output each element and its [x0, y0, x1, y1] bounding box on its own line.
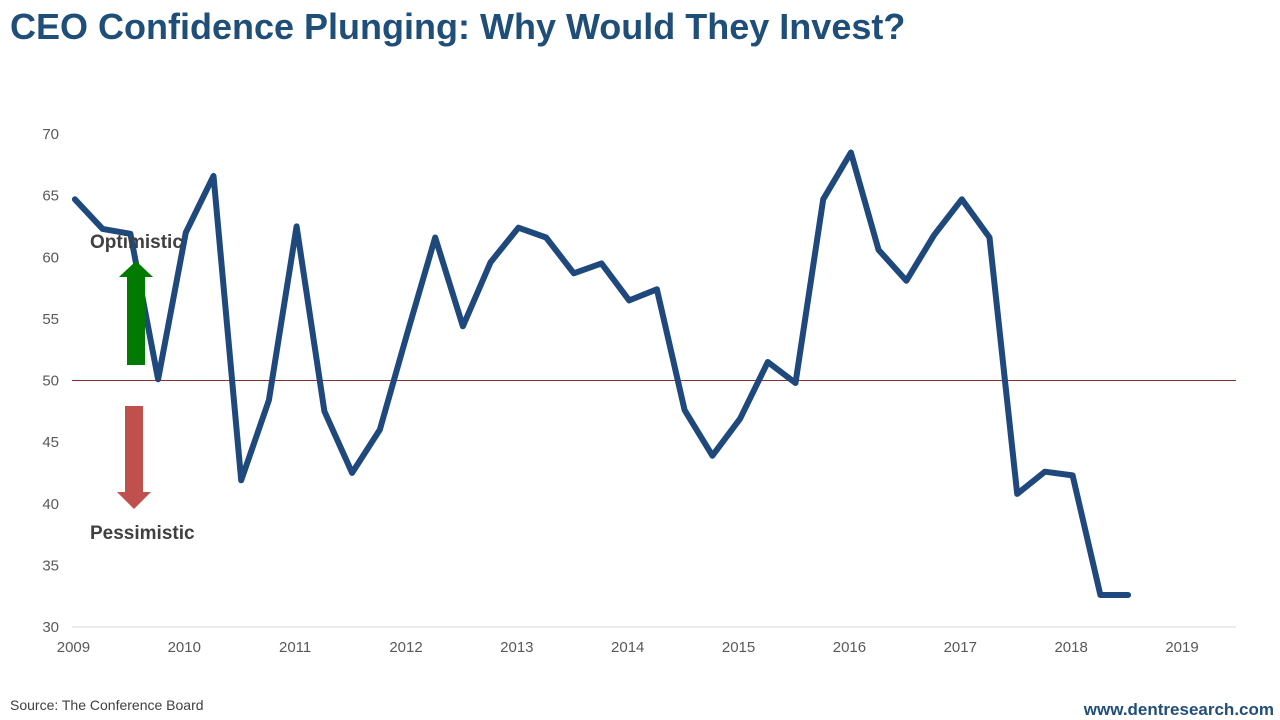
- x-tick-label: 2019: [1165, 639, 1198, 656]
- chart-title: CEO Confidence Plunging: Why Would They …: [10, 6, 906, 47]
- source-note: Source: The Conference Board: [10, 697, 204, 713]
- x-tick-label: 2017: [944, 639, 977, 656]
- optimistic-label: Optimistic: [90, 232, 183, 253]
- x-tick-label: 2015: [722, 639, 755, 656]
- y-tick-label: 40: [42, 496, 59, 513]
- x-tick-label: 2010: [168, 639, 201, 656]
- y-tick-label: 60: [42, 249, 59, 266]
- up-arrow-icon: [119, 261, 153, 365]
- y-tick-label: 30: [42, 619, 59, 636]
- website-link[interactable]: www.dentresearch.com: [1083, 700, 1274, 719]
- x-tick-label: 2014: [611, 639, 644, 656]
- x-axis: 2009 2010 2011 2012 2013 2014 2015 2016 2017 2018…: [57, 639, 1199, 656]
- y-tick-label: 35: [42, 557, 59, 574]
- down-arrow-icon: [117, 406, 151, 509]
- x-tick-label: 2012: [389, 639, 422, 656]
- y-tick-label: 50: [42, 373, 59, 390]
- x-tick-label: 2013: [500, 639, 533, 656]
- y-axis: 30 35 40 45 50 55 60 65 70: [42, 126, 59, 636]
- y-tick-label: 70: [42, 126, 59, 143]
- y-tick-label: 55: [42, 311, 59, 328]
- x-tick-label: 2009: [57, 639, 90, 656]
- y-tick-label: 65: [42, 188, 59, 205]
- x-tick-label: 2018: [1054, 639, 1087, 656]
- pessimistic-label: Pessimistic: [90, 523, 195, 544]
- x-tick-label: 2011: [279, 639, 311, 656]
- x-tick-label: 2016: [833, 639, 866, 656]
- y-tick-label: 45: [42, 434, 59, 451]
- series-line-ceo-confidence: [71, 149, 1132, 598]
